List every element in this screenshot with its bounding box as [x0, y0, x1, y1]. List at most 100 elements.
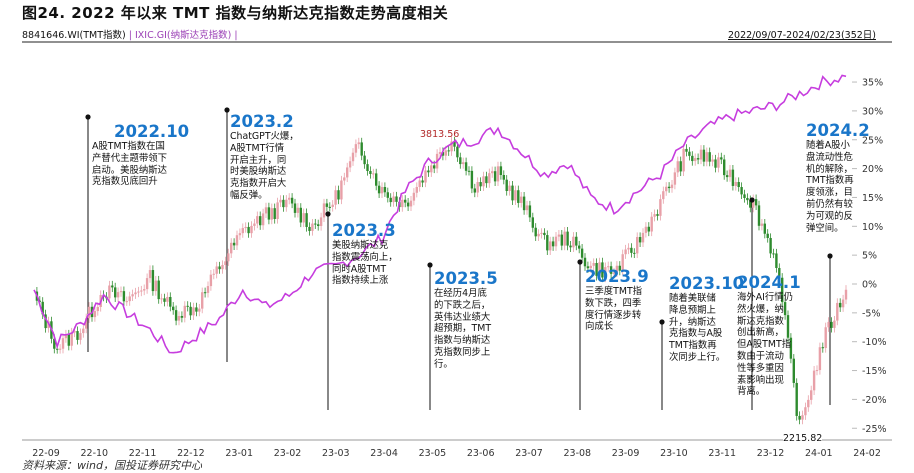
tmt-candle-body — [215, 266, 218, 274]
tmt-candle-body — [308, 226, 311, 231]
tmt-candle-body — [85, 318, 88, 329]
tmt-candle-body — [61, 338, 65, 349]
tmt-candle-body — [343, 177, 346, 181]
x-tick-label: 24-02 — [853, 448, 881, 459]
tmt-candle-body — [131, 294, 134, 297]
tmt-candle-body — [679, 161, 682, 172]
tmt-candle-body — [111, 285, 114, 288]
tmt-candle-body — [453, 141, 456, 147]
tmt-candle-body — [493, 171, 497, 182]
tmt-candle-body — [688, 151, 691, 156]
tmt-candle-body — [804, 407, 807, 416]
x-tick-label: 24-01 — [805, 448, 833, 459]
x-tick-label: 23-02 — [274, 448, 302, 459]
tmt-candle-body — [670, 184, 674, 189]
tmt-candle-body — [134, 292, 137, 295]
tmt-candle-body — [357, 142, 360, 145]
tmt-candle-body — [392, 196, 395, 203]
tmt-candle-body — [627, 247, 630, 250]
tmt-candle-body — [801, 415, 804, 420]
tmt-candle-body — [290, 197, 294, 204]
tmt-candle-body — [288, 197, 291, 200]
tmt-candle-body — [386, 192, 389, 198]
annotation-2023-10: 2023.10 随着美联储 降息预期上 升，纳斯达 克指数与A股 TMT指数再 … — [669, 275, 744, 364]
tmt-candle-body — [79, 333, 82, 340]
tmt-candle-body — [241, 228, 244, 234]
tmt-candle-body — [815, 370, 819, 372]
x-tick-label: 23-01 — [225, 448, 253, 459]
tmt-candle-body — [682, 148, 685, 172]
tmt-candle-body — [319, 217, 323, 226]
tmt-candle-body — [467, 170, 471, 172]
tmt-candle-body — [230, 242, 233, 254]
tmt-candle-body — [256, 216, 259, 224]
tmt-candle-body — [783, 302, 787, 316]
annotation-year: 2023.9 — [585, 267, 649, 286]
tmt-candle-body — [279, 199, 282, 203]
tmt-candle-body — [444, 150, 447, 156]
tmt-candle-body — [563, 231, 566, 246]
tmt-candle-body — [676, 161, 679, 173]
tmt-candle-body — [749, 200, 752, 208]
tmt-candle-body — [723, 159, 726, 176]
tmt-candle-body — [575, 236, 578, 246]
tmt-candle-body — [195, 307, 198, 312]
tmt-candle-body — [641, 232, 645, 243]
tmt-candle-body — [415, 186, 418, 193]
tmt-candle-body — [488, 173, 491, 184]
annotation-dot — [427, 262, 433, 268]
tmt-candle-body — [531, 217, 534, 228]
date-range-link[interactable]: 2022/09/07-2024/02/23(352日) — [728, 30, 876, 41]
tmt-candle-body — [720, 157, 723, 160]
tmt-candle-body — [807, 399, 810, 408]
tmt-candle-body — [638, 237, 642, 243]
tmt-candle-body — [119, 291, 123, 293]
legend-series-tmt[interactable]: 8841646.WI(TMT指数) — [22, 30, 126, 41]
tmt-candle-body — [659, 199, 662, 216]
tmt-candle-body — [511, 185, 514, 201]
tmt-candle-body — [757, 205, 761, 226]
tmt-candle-body — [731, 169, 735, 186]
tmt-candle-body — [696, 158, 700, 160]
tmt-candle-body — [166, 296, 169, 302]
tmt-candle-body — [775, 253, 778, 268]
tmt-candle-body — [464, 162, 468, 171]
tmt-candle-body — [549, 241, 552, 251]
tmt-candle-body — [473, 188, 476, 193]
y-tick-label: 10% — [862, 222, 883, 233]
tmt-candle-body — [517, 190, 520, 203]
tmt-candle-body — [433, 165, 436, 169]
tmt-candle-body — [841, 299, 845, 308]
tmt-candle-body — [781, 277, 784, 303]
tmt-candle-body — [543, 232, 546, 236]
tmt-candle-body — [293, 203, 297, 213]
tmt-candle-body — [346, 167, 349, 178]
tmt-candle-body — [56, 348, 59, 350]
tmt-candle-body — [636, 237, 639, 254]
tmt-candle-body — [67, 334, 70, 346]
tmt-candle-body — [630, 247, 633, 253]
tmt-candle-body — [314, 223, 317, 225]
tmt-candle-body — [609, 266, 613, 274]
x-tick-label: 23-12 — [757, 448, 785, 459]
tmt-candle-body — [169, 296, 172, 307]
tmt-candle-body — [189, 306, 192, 316]
tmt-candle-body — [163, 298, 166, 302]
tmt-candle-body — [302, 213, 305, 223]
tmt-candle-body — [372, 173, 375, 175]
tmt-candle-body — [334, 190, 337, 205]
tmt-candle-body — [366, 164, 369, 172]
tmt-candle-body — [430, 165, 433, 173]
annotation-text: 在经历4月底 的下跌之后， 英伟达业绩大 超预期，TMT 指数与纳斯达 克指数同… — [434, 288, 492, 370]
tmt-candle-body — [450, 141, 453, 152]
tmt-candle-body — [673, 172, 677, 185]
tmt-candle-body — [836, 302, 839, 321]
tmt-candle-body — [586, 266, 590, 269]
tmt-candle-body — [406, 202, 410, 207]
tmt-candle-body — [369, 171, 372, 174]
tmt-candle-body — [377, 185, 381, 194]
y-tick-label: 5% — [862, 251, 877, 262]
tmt-candle-body — [351, 152, 355, 162]
legend-series-nasdaq[interactable]: IXIC.GI(纳斯达克指数) — [135, 30, 232, 41]
tmt-candle-body — [340, 180, 343, 200]
